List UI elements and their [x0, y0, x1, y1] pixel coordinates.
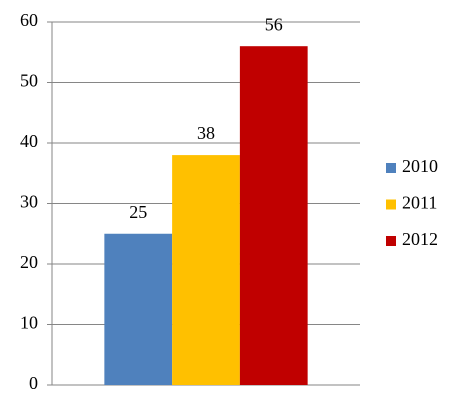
legend-swatch — [386, 163, 396, 173]
bar — [172, 155, 240, 385]
y-tick-label: 50 — [20, 71, 38, 91]
legend-label: 2011 — [402, 193, 437, 213]
y-tick-label: 30 — [20, 192, 38, 212]
data-label: 25 — [129, 202, 147, 222]
y-tick-label: 0 — [29, 373, 38, 393]
legend-label: 2010 — [402, 156, 438, 176]
y-tick-label: 10 — [20, 313, 38, 333]
y-tick-label: 60 — [20, 10, 38, 30]
data-label: 38 — [197, 123, 215, 143]
legend-swatch — [386, 199, 396, 210]
bar — [239, 46, 308, 385]
legend-swatch — [386, 236, 396, 246]
legend-label: 2012 — [402, 229, 438, 249]
bar — [104, 233, 173, 385]
y-tick-label: 20 — [20, 252, 38, 272]
y-tick-label: 40 — [20, 131, 38, 151]
data-label: 56 — [265, 14, 283, 34]
